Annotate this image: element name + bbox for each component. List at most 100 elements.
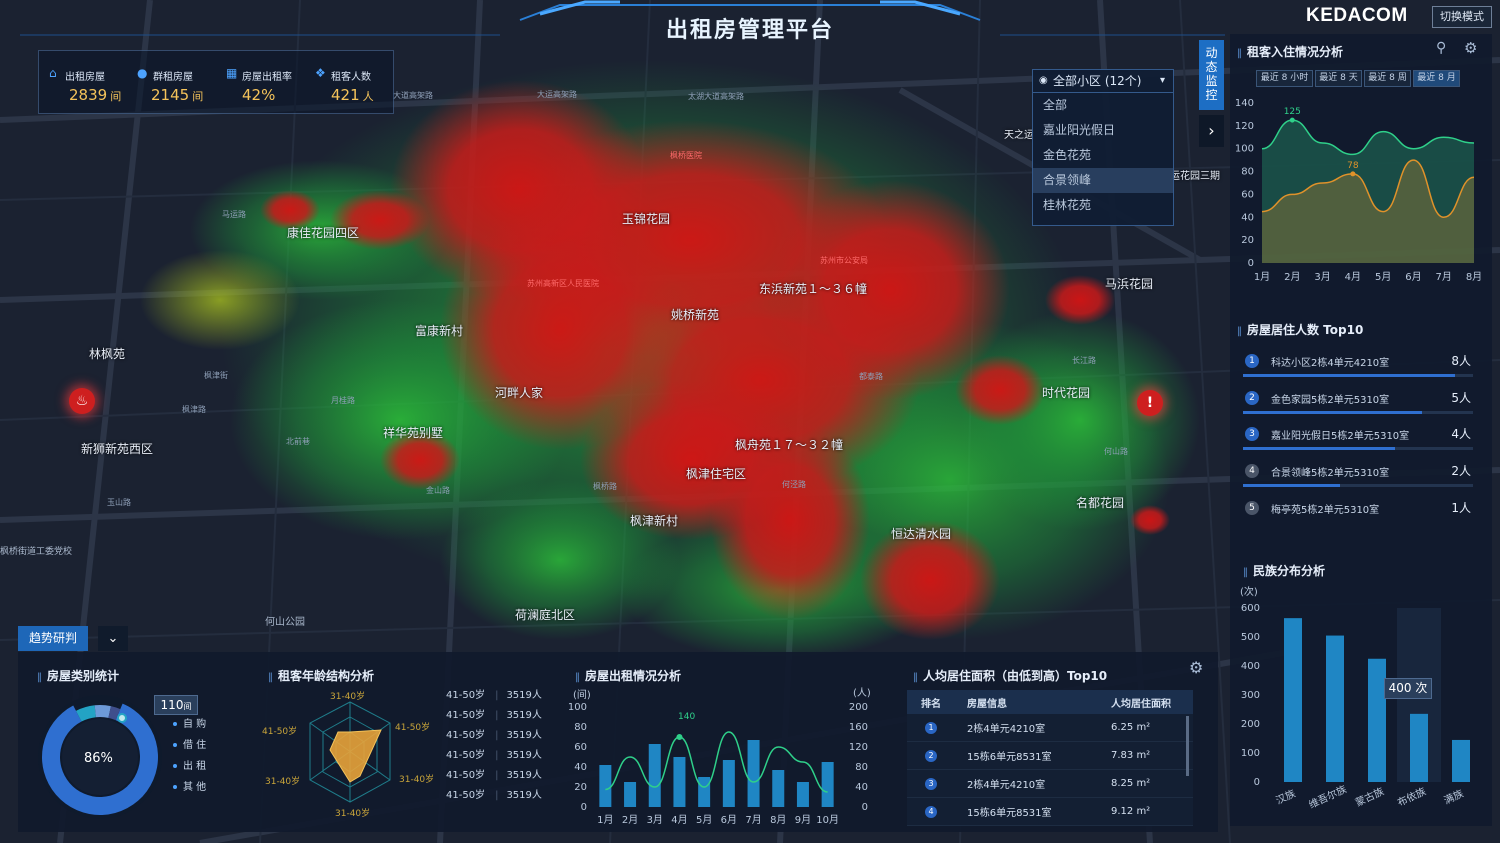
switch-mode-button[interactable]: 切换模式	[1432, 6, 1492, 28]
map-place[interactable]: 何山公园	[265, 617, 305, 628]
rank-badge: 4	[925, 805, 937, 818]
map-place[interactable]: 枫桥街道工委党校	[0, 547, 73, 557]
filter-icon[interactable]: ⚲	[1436, 40, 1447, 56]
table-row[interactable]: 1 2栋4单元4210室 6.25 m²	[907, 714, 1193, 742]
range-button-months[interactable]: 最近 8 月	[1413, 70, 1460, 87]
table-row[interactable]: 3 2栋4单元4210室 8.25 m²	[907, 769, 1193, 798]
y-tick-label: 400	[1241, 661, 1260, 672]
stat-rental-houses[interactable]: ⌂ 出租房屋 2839 间	[43, 51, 128, 113]
district-option[interactable]: 嘉业阳光假日	[1043, 123, 1116, 137]
settings-icon[interactable]: ⚙	[1189, 658, 1204, 677]
chevron-down-icon[interactable]: ⌄	[98, 626, 128, 651]
y-tick-label: 40	[1241, 212, 1254, 223]
map-place[interactable]: 河畔人家	[495, 386, 544, 400]
map-place[interactable]: 荷澜庭北区	[515, 608, 576, 622]
person-icon: ●	[137, 66, 148, 80]
map-place[interactable]: 名都花园	[1076, 496, 1125, 510]
stat-value: 421 人	[331, 86, 374, 104]
list-item: 41-50岁 | 3519人	[446, 790, 542, 801]
map-place[interactable]: 新狮新苑西区	[81, 442, 154, 456]
age-radar-chart[interactable]	[260, 690, 440, 820]
y-tick-label: 80	[574, 722, 587, 733]
bar-fill	[1243, 447, 1395, 450]
stat-label: 群租房屋	[153, 72, 193, 83]
x-tick-label: 3月	[1314, 271, 1330, 283]
house-name: 科达小区2栋4单元4210室	[1271, 358, 1390, 369]
range-button-days[interactable]: 最近 8 天	[1315, 70, 1362, 87]
stat-rental-rate[interactable]: ▦ 房屋出租率 42%	[220, 51, 308, 113]
y-tick-label: 500	[1241, 632, 1260, 643]
rental-combo-chart[interactable]: 0 20 40 60 80 100 0 40 80 120 160 200 1月 2月 3月 4月 5月 6月 7月…	[560, 690, 880, 830]
chevron-down-icon[interactable]: ▾	[1159, 75, 1165, 86]
map-place[interactable]: 姚桥新苑	[671, 308, 720, 322]
y-tick-label: 100	[1241, 748, 1260, 759]
stat-group-rental[interactable]: ● 群租房屋 2145 间	[131, 51, 216, 113]
trend-analysis-button[interactable]: 趋势研判	[18, 626, 88, 651]
map-place[interactable]: 祥华苑别墅	[383, 426, 444, 440]
district-option[interactable]: 金色花苑	[1043, 148, 1092, 162]
map-place[interactable]: 枫津新村	[630, 514, 679, 528]
x-tick-label: 7月	[745, 814, 761, 826]
list-item: 41-50岁 | 3519人	[446, 770, 542, 781]
fire-alert-icon[interactable]: ♨	[69, 388, 95, 414]
x-tick-label: 5月	[696, 814, 712, 826]
map-place[interactable]: 马浜花园	[1105, 277, 1154, 291]
table-row[interactable]: 2 15栋6单元8531室 7.83 m²	[907, 741, 1193, 770]
house-icon: ⌂	[49, 66, 57, 80]
y-tick-label: 200	[1241, 719, 1260, 730]
y2-tick-label: 200	[849, 702, 868, 713]
map-place[interactable]: 运花园三期	[1170, 171, 1220, 182]
ethnic-bar-chart[interactable]: 0 100 200 300 400 500 600 汉族 维吾尔族 蒙古族 布依族 满族	[1232, 595, 1490, 815]
map-place[interactable]: 天之运	[1004, 130, 1034, 141]
settings-icon[interactable]: ⚙	[1464, 39, 1478, 57]
list-item[interactable]: 4 合景领峰5栋2单元5310室 2人	[1243, 460, 1473, 496]
rental-left-unit: (间)	[573, 690, 591, 701]
map-place[interactable]: 枫津住宅区	[686, 467, 747, 481]
dynamic-monitor-tab[interactable]: 动态监控	[1199, 40, 1224, 110]
checkin-title: 租客入住情况分析	[1237, 43, 1343, 60]
range-button-weeks[interactable]: 最近 8 周	[1364, 70, 1411, 87]
map-place[interactable]: 东浜新苑１～３６幢	[759, 282, 868, 296]
district-option[interactable]: 全部	[1043, 98, 1068, 112]
donut-center-value: 86%	[84, 751, 113, 766]
stat-tenants[interactable]: ❖ 租客人数 421 人	[309, 51, 389, 113]
map-place[interactable]: 康佳花园四区	[287, 226, 360, 240]
x-tick-label: 8月	[1466, 271, 1482, 283]
list-item[interactable]: 3 嘉业阳光假日5栋2单元5310室 4人	[1243, 423, 1473, 459]
list-item: 41-50岁 | 3519人	[446, 690, 542, 701]
x-tick-label: 10月	[816, 814, 839, 826]
pie-slice	[94, 705, 111, 718]
stats-card: ⌂ 出租房屋 2839 间 ● 群租房屋 2145 间 ▦ 房屋出租率 42% ❖ …	[38, 50, 394, 114]
stat-value: 2145 间	[151, 86, 204, 104]
table-row[interactable]: 4 15栋6单元8531室 9.12 m²	[907, 797, 1193, 826]
district-option[interactable]: 桂林花苑	[1043, 198, 1092, 212]
house-info: 15栋6单元8531室	[966, 741, 1110, 770]
warning-alert-icon[interactable]: !	[1137, 390, 1163, 416]
table-scrollbar[interactable]	[1186, 716, 1189, 776]
area-value: 7.83 m²	[1110, 741, 1193, 770]
x-tick-label: 5月	[1375, 271, 1391, 283]
map-place[interactable]: 玉锦花园	[622, 212, 671, 226]
map-place[interactable]: 恒达清水园	[891, 527, 952, 541]
road-label: 何山路	[1104, 447, 1128, 456]
x-tick-label: 1月	[597, 814, 613, 826]
district-select-head[interactable]: ◉ 全部小区 (12个) ▾	[1033, 70, 1173, 93]
list-item[interactable]: 5 梅亭苑5栋2单元5310室 1人	[1243, 497, 1473, 533]
ethnic-tooltip: 400 次	[1384, 678, 1432, 699]
map-place[interactable]: 时代花园	[1042, 386, 1091, 400]
stat-label: 房屋出租率	[242, 72, 292, 83]
hospital-label: 苏州高新区人民医院	[527, 279, 599, 288]
checkin-area-chart[interactable]: 0 20 40 60 80 100 120 140 1月 2月 3月 4月 5月 6月 7月 8月 125 78	[1232, 95, 1490, 290]
list-item[interactable]: 2 金色家园5栋2单元5310室 5人	[1243, 387, 1473, 423]
chevron-right-icon[interactable]: ›	[1199, 115, 1224, 147]
map-place[interactable]: 富康新村	[415, 324, 464, 338]
map-place[interactable]: 林枫苑	[89, 347, 126, 361]
list-item[interactable]: 1 科达小区2栋4单元4210室 8人	[1243, 350, 1473, 386]
range-button-hours[interactable]: 最近 8 小时	[1256, 70, 1313, 87]
district-select[interactable]: ◉ 全部小区 (12个) ▾ 全部 嘉业阳光假日 金色花苑 合景领峰 桂林花苑	[1032, 69, 1174, 226]
map-place[interactable]: 枫舟苑１７～３２幢	[735, 438, 844, 452]
district-option[interactable]: 合景领峰	[1033, 168, 1173, 193]
road-label: 大道高架路	[393, 91, 433, 100]
house-type-donut[interactable]	[35, 692, 165, 822]
x-tick-label: 7月	[1436, 271, 1452, 283]
